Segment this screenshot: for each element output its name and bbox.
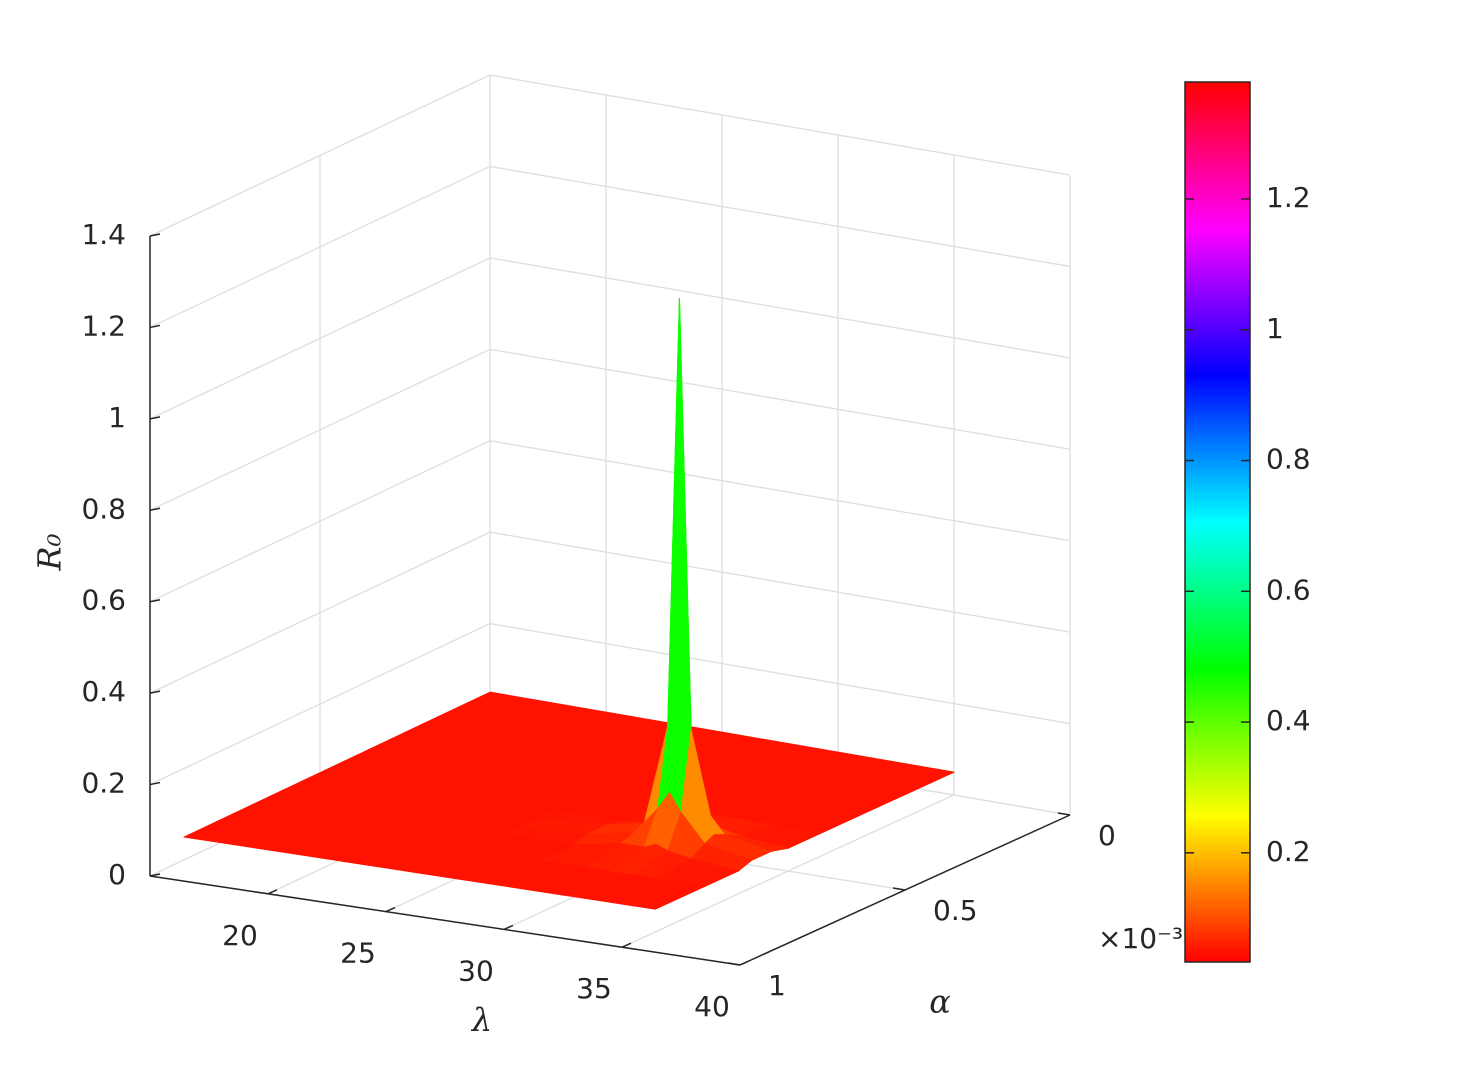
z-tick: [149, 690, 161, 694]
grid-line: [489, 74, 1071, 176]
z-tick: [149, 416, 161, 420]
x-tick-label: 20: [222, 919, 258, 952]
x-tick: [385, 906, 396, 913]
y-tick: [1057, 812, 1071, 816]
x-axis-label: λ: [470, 1001, 492, 1039]
x-tick: [621, 942, 632, 948]
colorbar-ticks: 0.2 0.4 0.6 0.8 1 1.2: [1185, 181, 1311, 868]
axes: 0 0.2 0.4 0.6 0.8 1 1.2 1.4 20 25 30 35 40 0 0.5 1: [81, 218, 1115, 1023]
z-tick: [149, 233, 161, 237]
grid-line: [489, 165, 1071, 268]
x-tick: [267, 889, 278, 895]
grid-line: [489, 348, 1071, 450]
z-tick: [149, 324, 161, 329]
surface: [183, 298, 955, 910]
surface-patch: [607, 878, 706, 910]
y-tick-label: 0.5: [933, 894, 978, 927]
x-tick: [739, 960, 750, 966]
y-axis-multiplier: ×10⁻³: [1098, 922, 1183, 955]
z-tick-label: 0.8: [81, 492, 126, 525]
z-tick-label: 0.4: [81, 675, 126, 708]
z-tick-label: 0.6: [81, 584, 126, 617]
y-tick-label: 0: [1098, 819, 1116, 852]
z-tick: [149, 781, 161, 786]
x-tick: [503, 924, 514, 931]
z-axis-label: R₀: [31, 533, 69, 571]
y-tick: [727, 962, 741, 966]
colorbar-tick-label: 0.4: [1266, 704, 1311, 737]
y-axis-label: α: [929, 983, 951, 1021]
z-tick-label: 0: [108, 858, 126, 891]
colorbar: [1184, 81, 1251, 963]
colorbar-tick-label: 0.6: [1266, 573, 1311, 606]
x-tick-label: 40: [694, 990, 730, 1023]
z-tick: [149, 507, 161, 512]
colorbar-tick-label: 0.2: [1266, 835, 1311, 868]
y-tick-label: 1: [768, 969, 786, 1002]
x-tick-label: 30: [458, 954, 494, 987]
x-axis: [149, 875, 741, 966]
colorbar-tick-label: 1.2: [1266, 181, 1311, 214]
x-tick-label: 35: [576, 972, 612, 1005]
colorbar-tick-label: 1: [1266, 312, 1284, 345]
colorbar-tick-label: 0.8: [1266, 443, 1311, 476]
z-tick-label: 1.2: [81, 309, 126, 342]
grid-line: [489, 531, 1071, 633]
grid-line: [489, 440, 1071, 542]
grid-line: [489, 257, 1071, 359]
z-tick: [149, 873, 161, 877]
z-tick-label: 1: [108, 401, 126, 434]
y-tick: [892, 887, 906, 891]
z-tick: [149, 598, 161, 603]
x-tick-label: 25: [340, 937, 376, 970]
grid-line: [489, 622, 1071, 725]
z-tick-label: 1.4: [81, 218, 126, 251]
z-tick-label: 0.2: [81, 767, 126, 800]
